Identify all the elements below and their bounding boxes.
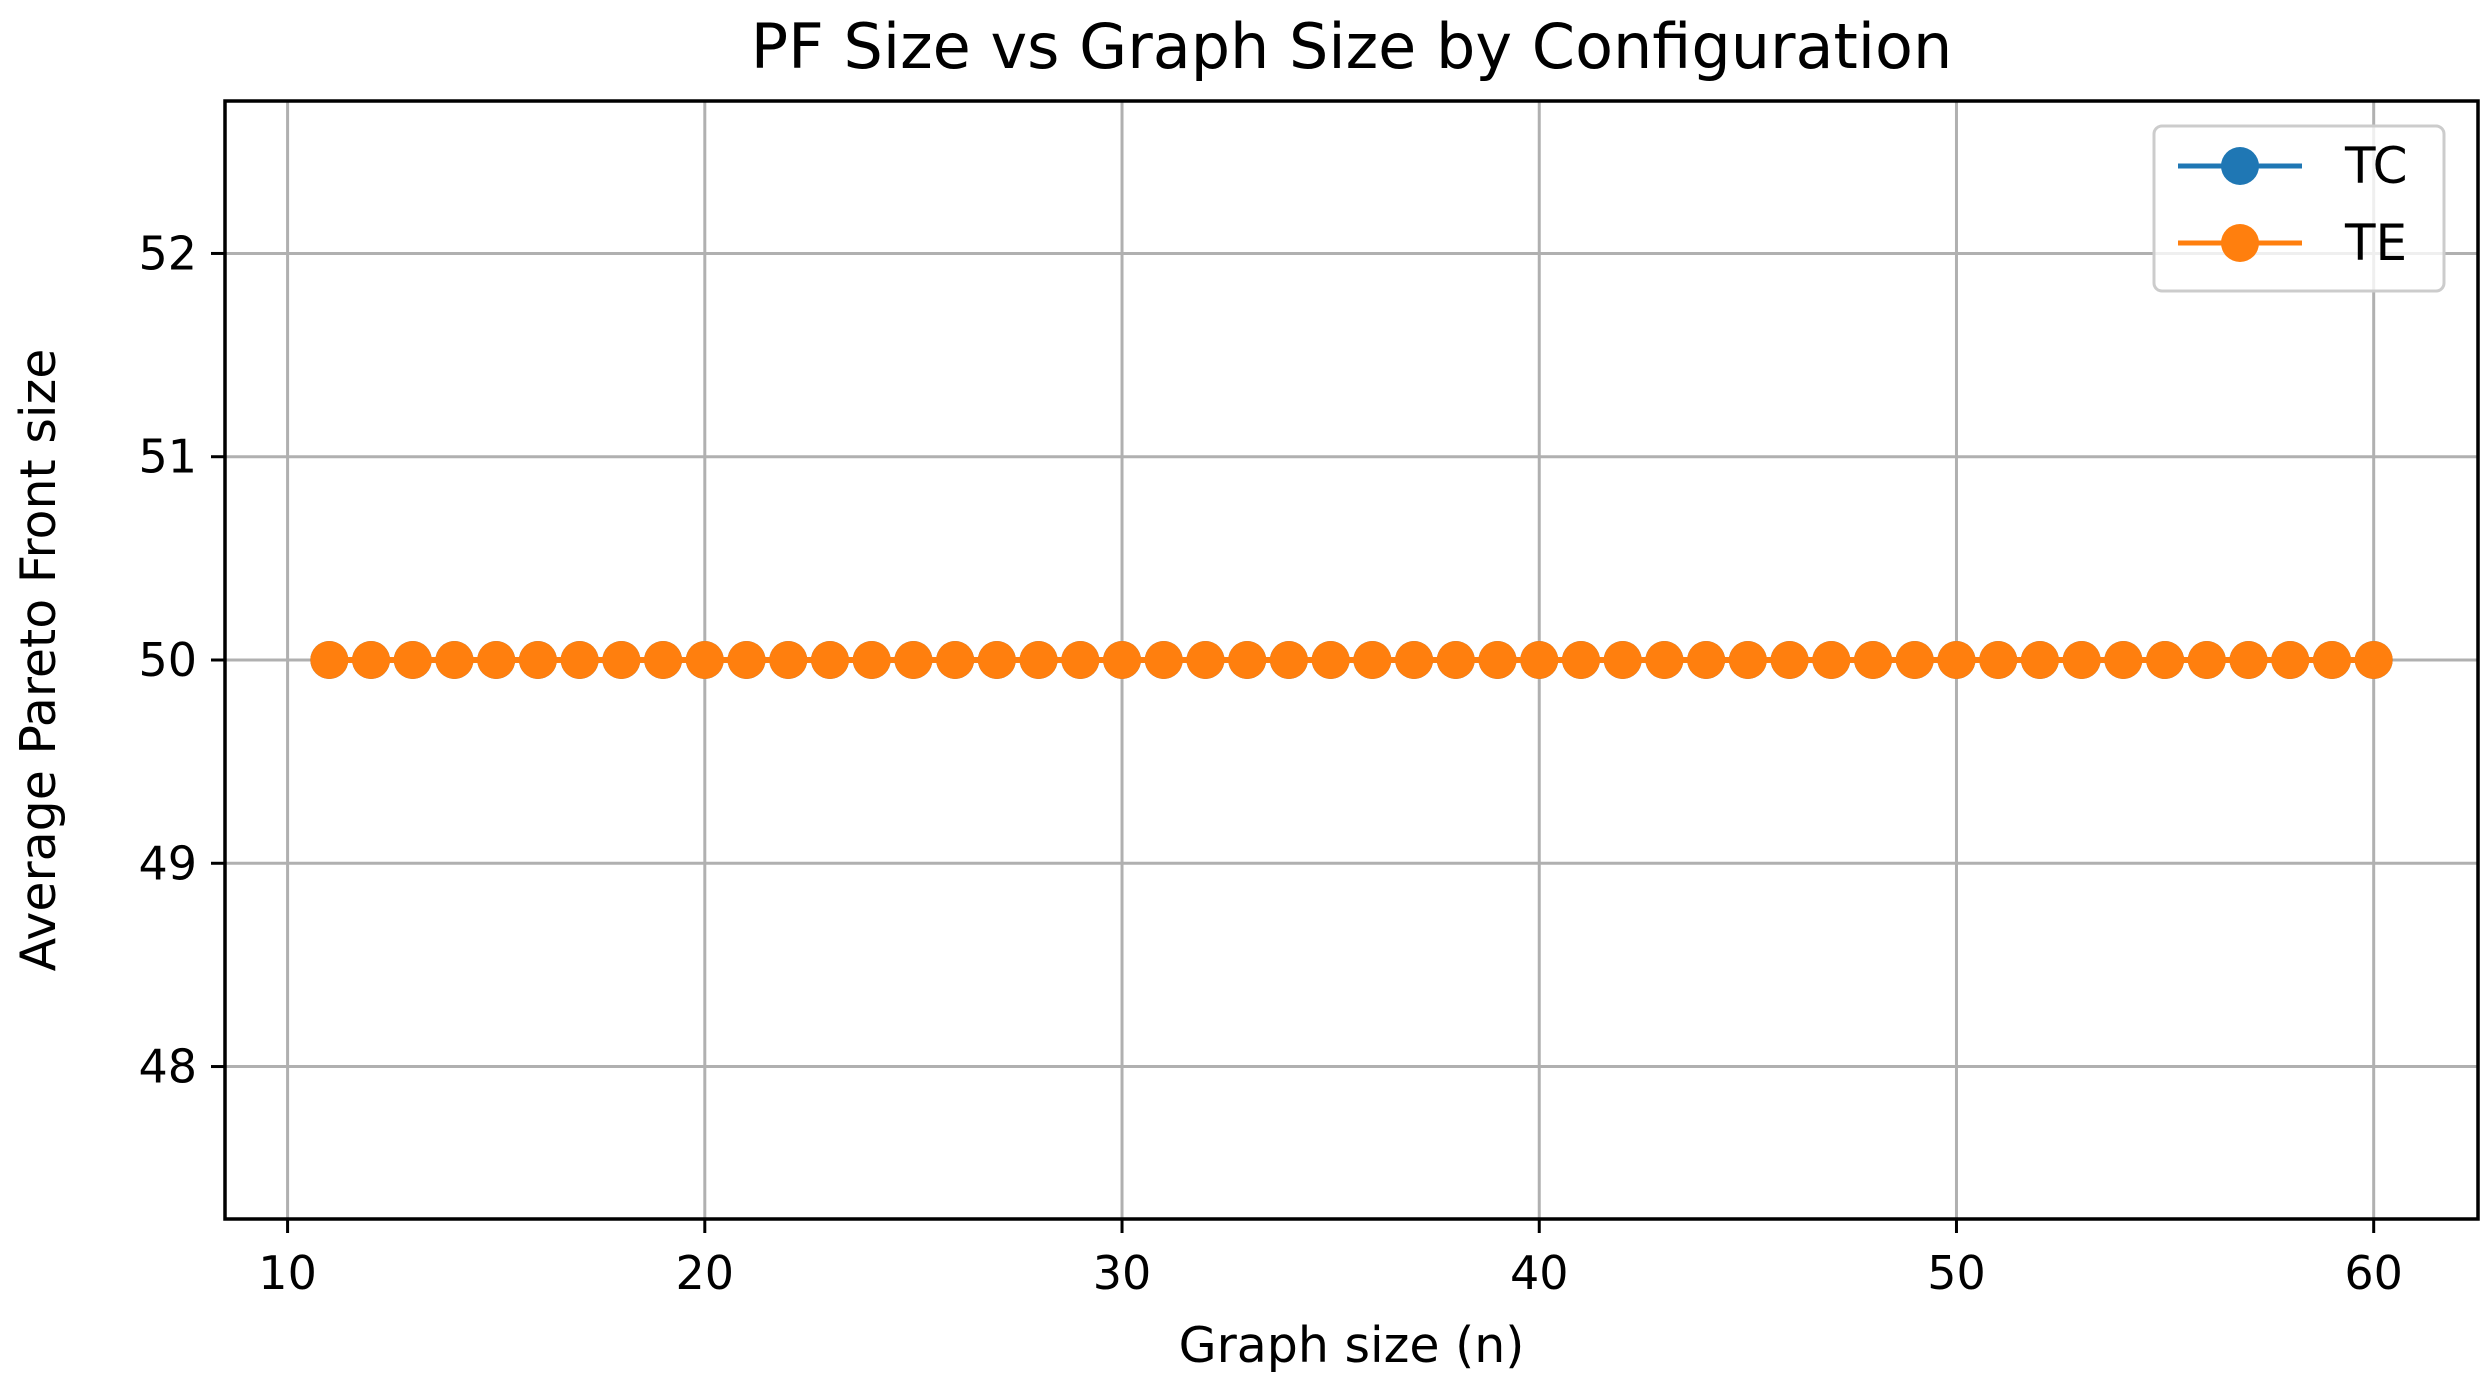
data-point-te-28 [1019,641,1058,679]
data-point-te-11 [310,641,349,679]
legend-swatch-marker-te [2221,224,2259,262]
data-point-te-56 [2187,641,2226,679]
legend-label-te: TE [2344,214,2407,272]
series-layer [310,641,2393,679]
data-point-te-42 [1603,641,1642,679]
chart-title: PF Size vs Graph Size by Configuration [751,10,1953,83]
x-tick-label-20: 20 [676,1246,735,1300]
data-point-te-34 [1269,641,1308,679]
x-tick-label-10: 10 [258,1246,317,1300]
data-point-te-16 [518,641,557,679]
x-tick-label-50: 50 [1927,1246,1986,1300]
x-tick-label-60: 60 [2344,1246,2403,1300]
data-point-te-57 [2229,641,2268,679]
data-point-te-53 [2062,641,2101,679]
data-point-te-39 [1478,641,1517,679]
data-point-te-17 [560,641,599,679]
data-point-te-19 [644,641,683,679]
data-point-te-22 [769,641,808,679]
data-point-te-51 [1979,641,2018,679]
data-point-te-54 [2104,641,2143,679]
data-point-te-41 [1561,641,1600,679]
data-point-te-47 [1812,641,1851,679]
data-point-te-31 [1144,641,1183,679]
x-tick-label-30: 30 [1093,1246,1152,1300]
x-tick-label-40: 40 [1510,1246,1569,1300]
data-point-te-24 [852,641,891,679]
data-point-te-13 [393,641,432,679]
data-point-te-55 [2146,641,2185,679]
data-point-te-21 [727,641,766,679]
data-point-te-33 [1228,641,1267,679]
data-point-te-35 [1311,641,1350,679]
data-point-te-32 [1186,641,1225,679]
data-point-te-18 [602,641,641,679]
data-point-te-44 [1687,641,1726,679]
y-tick-label-48: 48 [138,1040,197,1094]
y-tick-label-49: 49 [138,836,197,890]
data-point-te-50 [1937,641,1976,679]
tick-layer: 10 20 30 40 50 60 48 49 50 51 52 [138,226,2403,1300]
data-point-te-14 [435,641,474,679]
data-point-te-60 [2354,641,2393,679]
data-point-te-15 [477,641,516,679]
legend-label-tc: TC [2344,137,2408,195]
y-tick-label-52: 52 [138,226,197,280]
data-point-te-25 [894,641,933,679]
data-point-te-26 [936,641,975,679]
y-axis-label: Average Pareto Front size [10,349,67,972]
data-point-te-52 [2020,641,2059,679]
y-tick-label-50: 50 [138,633,197,687]
data-point-te-20 [685,641,724,679]
x-axis-label: Graph size (n) [1179,1317,1525,1374]
y-tick-label-51: 51 [138,430,197,484]
data-point-te-29 [1061,641,1100,679]
legend: TC TE [2152,124,2446,293]
data-point-te-58 [2271,641,2310,679]
data-point-te-37 [1395,641,1434,679]
data-point-te-23 [810,641,849,679]
data-point-te-38 [1436,641,1475,679]
data-point-te-48 [1854,641,1893,679]
data-point-te-43 [1645,641,1684,679]
legend-swatch-marker-tc [2221,147,2259,185]
data-point-te-59 [2312,641,2351,679]
data-point-te-40 [1520,641,1559,679]
data-point-te-45 [1728,641,1767,679]
data-point-te-27 [977,641,1016,679]
data-point-te-30 [1103,641,1142,679]
data-point-te-12 [352,641,391,679]
data-point-te-36 [1353,641,1392,679]
data-point-te-49 [1895,641,1934,679]
data-point-te-46 [1770,641,1809,679]
